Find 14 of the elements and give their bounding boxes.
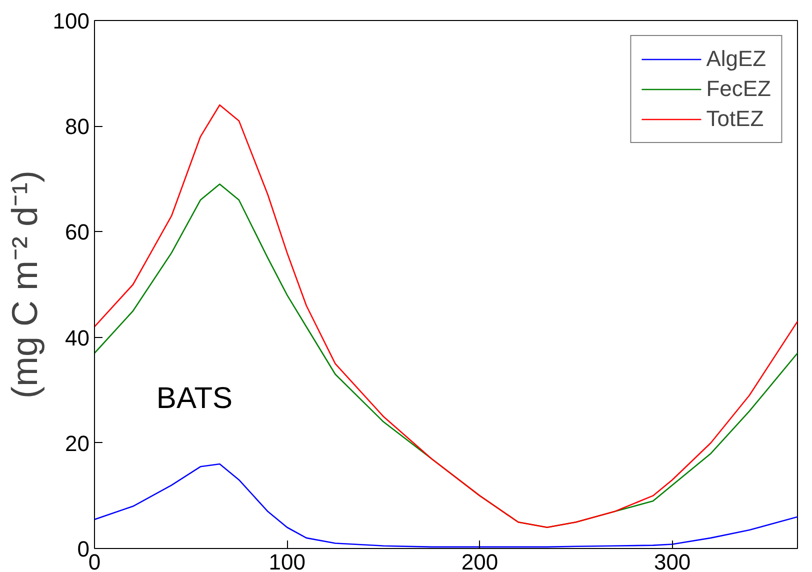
x-tick-label: 100 bbox=[268, 550, 306, 572]
line-series bbox=[94, 104, 798, 528]
legend-label: TotEZ bbox=[706, 106, 764, 132]
x-tick-label: 200 bbox=[461, 550, 498, 572]
y-axis-title: (mg C m⁻² d⁻¹) bbox=[4, 170, 45, 398]
y-tick-label: 40 bbox=[65, 325, 90, 350]
annotation: BATS bbox=[156, 382, 233, 415]
y-tick-label: 80 bbox=[65, 114, 90, 140]
legend-label: FecEZ bbox=[706, 76, 771, 102]
y-tick-label: 20 bbox=[65, 430, 90, 456]
legend-label: AlgEZ bbox=[706, 46, 766, 72]
x-tick-label: 300 bbox=[654, 550, 691, 572]
y-tick-label: 100 bbox=[52, 8, 90, 34]
y-tick-label: 60 bbox=[65, 220, 90, 245]
